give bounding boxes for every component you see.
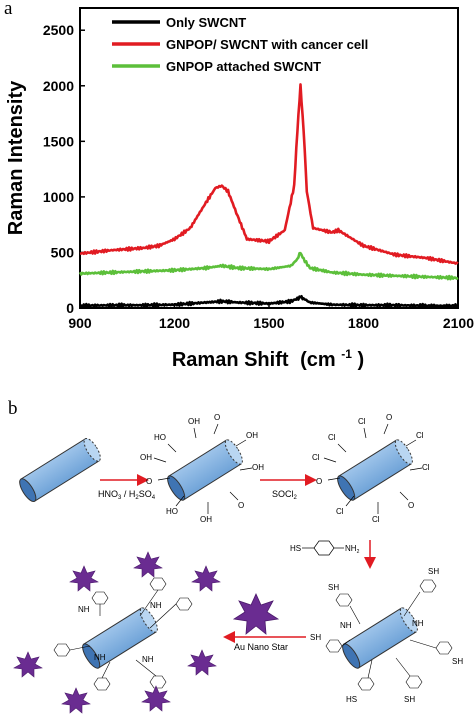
svg-text:NH: NH bbox=[412, 619, 424, 628]
y-tick-label: 1500 bbox=[43, 133, 74, 149]
nanotube-acyl-chloride: Cl Cl O Cl Cl O Cl Cl O Cl bbox=[312, 413, 430, 524]
svg-text:OH: OH bbox=[140, 453, 152, 462]
series-line-2 bbox=[78, 251, 459, 281]
raman-chart: 0 500 1000 1500 2000 2500 900 1200 1500 1800 2100… bbox=[5, 7, 474, 371]
y-axis-ticks: 0 500 1000 1500 2000 2500 bbox=[43, 22, 85, 316]
step4-reagent: Au Nano Star bbox=[234, 642, 288, 652]
au-nanostar bbox=[191, 565, 221, 592]
x-tick-label: 900 bbox=[68, 315, 92, 331]
au-nanostar bbox=[61, 687, 91, 714]
svg-text:NH: NH bbox=[150, 601, 162, 610]
svg-text:SH: SH bbox=[428, 567, 439, 576]
svg-text:Cl: Cl bbox=[336, 507, 344, 516]
svg-text:SH: SH bbox=[310, 633, 321, 642]
x-tick-label: 1200 bbox=[159, 315, 190, 331]
svg-text:Cl: Cl bbox=[358, 417, 366, 426]
au-nanostar bbox=[133, 551, 163, 578]
x-axis-ticks: 900 1200 1500 1800 2100 bbox=[68, 303, 474, 331]
svg-text:SH: SH bbox=[404, 695, 415, 704]
svg-text:NH: NH bbox=[78, 605, 90, 614]
svg-text:SH: SH bbox=[452, 657, 463, 666]
svg-text:HO: HO bbox=[154, 433, 166, 442]
legend-label-1: GNPOP/ SWCNT with cancer cell bbox=[166, 37, 368, 52]
svg-text:NH: NH bbox=[340, 621, 352, 630]
svg-text:OH: OH bbox=[188, 417, 200, 426]
y-tick-label: 2000 bbox=[43, 78, 74, 94]
panel-label-a: a bbox=[4, 0, 13, 19]
x-axis-title-unit-sup: -1 bbox=[341, 347, 352, 361]
x-axis-title-main: Raman Shift bbox=[172, 349, 289, 371]
nanotube-au-nanostar-conjugate: NH NH NH NH bbox=[13, 551, 221, 714]
y-tick-label: 2500 bbox=[43, 22, 74, 38]
step2-reagent: SOCl2 bbox=[272, 489, 298, 501]
panel-label-b: b bbox=[8, 398, 18, 419]
svg-text:NH2: NH2 bbox=[345, 544, 360, 555]
x-axis-title-unit: (cm bbox=[300, 349, 336, 371]
step1-reagent: HNO3 / H2SO4 bbox=[98, 489, 156, 501]
nanotube-thiol-functionalized: SH SH SH HS SH SH NH NH bbox=[310, 567, 463, 704]
svg-text:Cl: Cl bbox=[416, 431, 424, 440]
au-nanostar bbox=[69, 565, 99, 592]
y-tick-label: 1000 bbox=[43, 189, 74, 205]
au-nanostar bbox=[141, 685, 171, 712]
aminothiophenol-reagent: HS NH2 bbox=[290, 540, 360, 556]
nanotube-carboxylated: HO OH O OH OH O OH HO O OH bbox=[140, 413, 264, 524]
y-axis-title: Raman Intensity bbox=[5, 80, 27, 235]
legend-label-2: GNPOP attached SWCNT bbox=[166, 59, 321, 74]
nanotube-bare bbox=[19, 438, 101, 502]
legend-label-0: Only SWCNT bbox=[166, 15, 246, 30]
au-nanostar bbox=[13, 651, 43, 678]
y-tick-label: 500 bbox=[51, 244, 75, 260]
series-lines bbox=[78, 83, 460, 309]
au-nanostar-reagent bbox=[232, 593, 280, 635]
series-line-1 bbox=[79, 83, 459, 265]
au-nanostar bbox=[187, 649, 217, 676]
series-line-0 bbox=[80, 295, 460, 309]
svg-text:OH: OH bbox=[200, 515, 212, 524]
svg-text:HS: HS bbox=[290, 544, 301, 553]
svg-text:Cl: Cl bbox=[372, 515, 380, 524]
svg-text:OH: OH bbox=[246, 431, 258, 440]
svg-text:O: O bbox=[316, 477, 322, 486]
plot-frame bbox=[79, 7, 459, 309]
svg-text:Cl: Cl bbox=[422, 463, 430, 472]
svg-text:Cl: Cl bbox=[312, 453, 320, 462]
svg-text:Cl: Cl bbox=[328, 433, 336, 442]
svg-text:NH: NH bbox=[94, 653, 106, 662]
svg-text:NH: NH bbox=[142, 655, 154, 664]
y-tick-label: 0 bbox=[66, 300, 74, 316]
svg-text:OH: OH bbox=[252, 463, 264, 472]
svg-text:O: O bbox=[408, 501, 414, 510]
svg-text:SH: SH bbox=[328, 583, 339, 592]
svg-text:O: O bbox=[214, 413, 220, 422]
svg-text:O: O bbox=[238, 501, 244, 510]
svg-text:HO: HO bbox=[166, 507, 178, 516]
x-tick-label: 1800 bbox=[348, 315, 379, 331]
x-axis-title-unit-end: ) bbox=[357, 349, 364, 371]
legend: Only SWCNT GNPOP/ SWCNT with cancer cell G… bbox=[112, 15, 368, 74]
x-tick-label: 2100 bbox=[443, 315, 474, 331]
svg-text:HS: HS bbox=[346, 695, 357, 704]
svg-text:O: O bbox=[386, 413, 392, 422]
x-tick-label: 1500 bbox=[253, 315, 284, 331]
x-axis-title: Raman Shift (cm -1 ) bbox=[172, 341, 364, 371]
svg-text:O: O bbox=[146, 477, 152, 486]
